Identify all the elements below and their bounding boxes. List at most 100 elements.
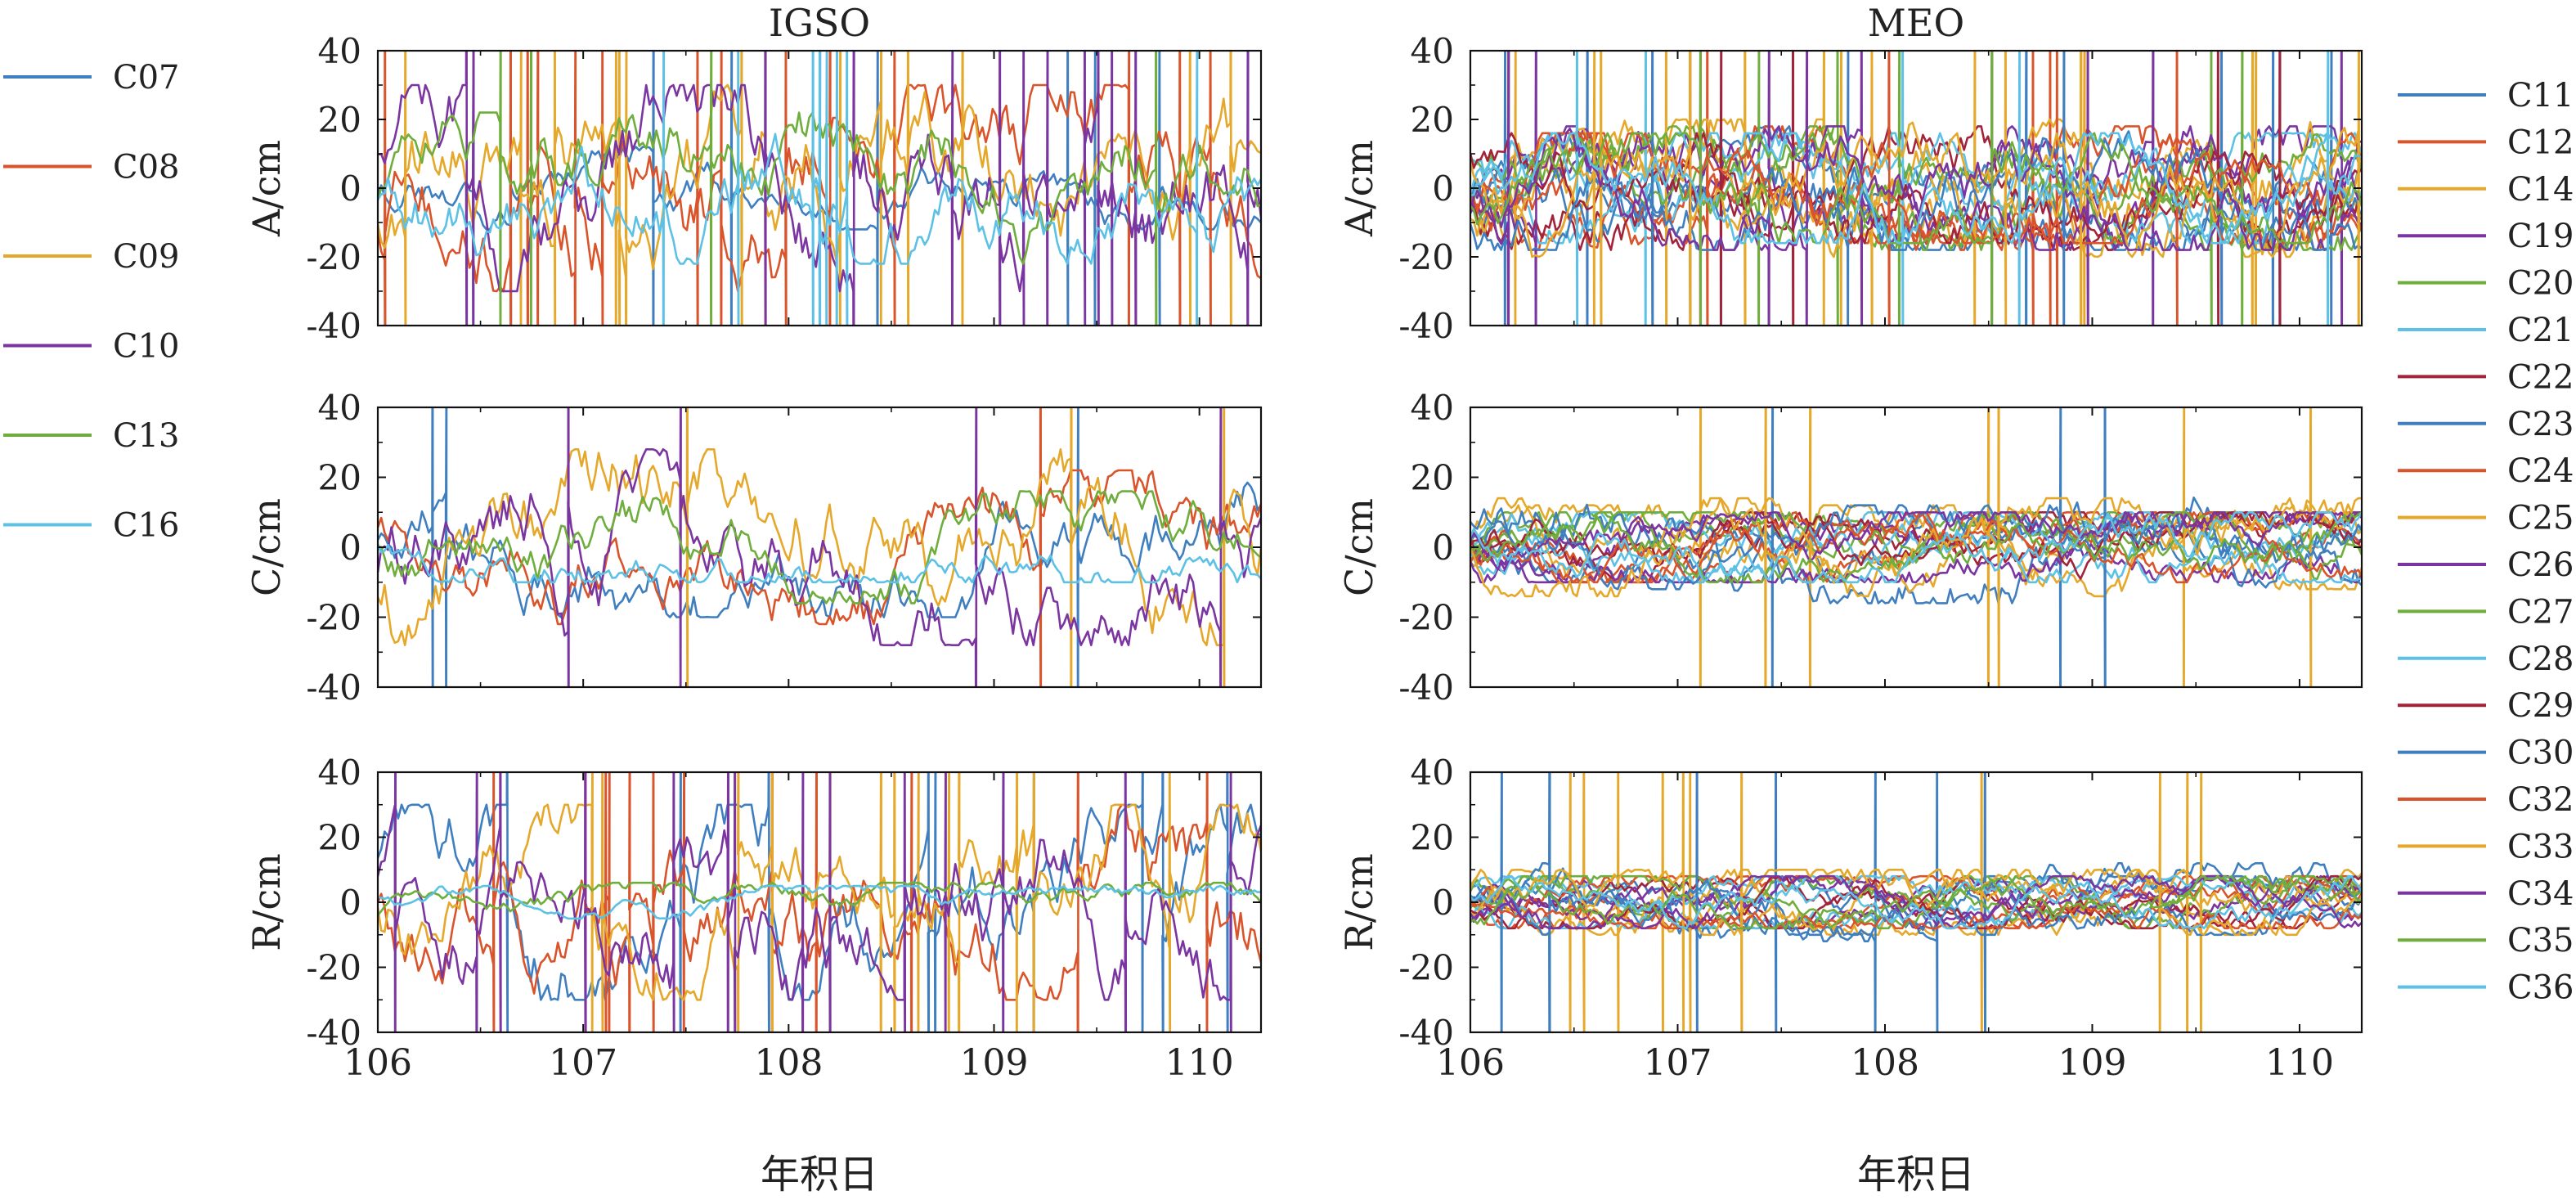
series-line-c32 [1470,902,2362,930]
series-line-c28 [1470,874,2362,930]
panel-igso-c: -40 -20 0 20 40 C/cm [245,388,1263,708]
legend-label-c24: C24 [2507,452,2574,490]
legend-label-c21: C21 [2507,312,2574,349]
plot-frame [376,771,1263,1034]
series-line-c09 [378,407,1261,687]
series-line-c22 [1470,51,2362,326]
series-line-c30 [1470,407,2362,687]
series-line-c36 [1470,511,2362,584]
series-line-c12 [1470,51,2362,326]
legend-label-c11: C11 [2507,77,2574,115]
series-line-c10 [378,407,1261,687]
panel-igso-r: -40 -20 0 20 40 106 107 108 109 110 R/cm 年积日 [245,753,1263,1198]
series-line-c21 [1470,874,2362,930]
series-line-c24 [1470,51,2362,326]
x-tick-label: 109 [959,1042,1028,1084]
panel-meo-r: -40 -20 0 20 40 106 107 108 109 110 R/cm 年积日 [1337,753,2363,1198]
series-line-c08 [378,51,1261,326]
x-tick-label: 107 [1643,1042,1712,1084]
y-axis-label: R/cm [1337,853,1381,951]
y-axis-label: R/cm [245,853,289,951]
series-line-c32 [1470,511,2362,584]
y-tick-label: 20 [318,818,361,858]
y-tick-label: -40 [1398,667,1454,708]
legend-label-c26: C26 [2507,546,2574,584]
y-axis-label: C/cm [1337,498,1381,596]
series-line-c26 [1470,51,2362,326]
legend-label-c27: C27 [2507,593,2574,631]
legend-label-c13: C13 [113,417,180,455]
legend-label-c32: C32 [2507,781,2574,819]
y-tick-label: 40 [318,753,361,793]
legend-label-c30: C30 [2507,735,2574,772]
y-tick-label: 0 [1432,528,1454,568]
panel-igso-a: -40 -20 0 20 40 A/cm IGSO [245,1,1263,346]
series-line-c30 [1470,51,2362,326]
legend-meo: C11 C12 C14 C19 C20 C21 C22 C23 C24 C25 C26 C27 C28 C… [2398,77,2574,1007]
y-tick-label: 40 [1411,388,1454,428]
series-line-c13 [378,490,1261,604]
x-tick-label: 110 [2265,1042,2334,1084]
x-axis-label: 年积日 [1857,1152,1975,1198]
legend-label-c19: C19 [2507,218,2574,255]
series-line-c34 [1470,874,2362,930]
series-line-c29 [1470,51,2362,326]
series-line-c08 [378,772,1261,1032]
y-tick-label: -20 [306,237,361,277]
series-group [378,407,1261,687]
series-line-c08 [378,407,1261,687]
series-group [378,51,1261,326]
series-line-c11 [1470,51,2362,326]
series-line-c25 [1470,51,2362,326]
series-line-c28 [1470,523,2362,584]
y-tick-label: 0 [339,528,361,568]
series-line-c35 [1470,511,2362,584]
series-line-c36 [1470,51,2362,326]
y-tick-label: -20 [1398,598,1454,638]
legend-label-c23: C23 [2507,406,2574,443]
y-tick-label: -40 [306,667,361,708]
y-axis-label: A/cm [245,140,289,237]
series-group [1470,51,2362,326]
series-line-c27 [1470,51,2362,326]
y-axis-label: A/cm [1337,140,1381,237]
y-tick-label: -20 [306,598,361,638]
x-tick-label: 106 [1436,1042,1505,1084]
y-tick-label: 20 [1411,100,1454,140]
legend-label-c10: C10 [113,328,180,366]
series-group [1470,772,2362,1032]
series-line-c34 [1470,511,2362,571]
y-tick-label: -20 [1398,237,1454,277]
legend-igso: C07 C08 C09 C10 C13 C16 [3,59,180,545]
legend-label-c33: C33 [2507,828,2574,865]
legend-label-c07: C07 [113,59,180,97]
x-tick-label: 108 [754,1042,823,1084]
y-tick-label: -40 [1398,1013,1454,1053]
legend-label-c08: C08 [113,149,180,187]
series-line-c13 [378,51,1261,326]
series-line-c10 [378,772,1261,1032]
panel-title: MEO [1868,1,1964,45]
series-line-c36 [1470,874,2362,930]
legend-label-c28: C28 [2507,640,2574,678]
y-tick-label: -40 [306,306,361,346]
series-line-c14 [1470,51,2362,326]
legend-label-c34: C34 [2507,875,2574,913]
y-tick-label: -20 [1398,948,1454,988]
x-tick-label: 109 [2058,1042,2126,1084]
series-line-c16 [378,543,1261,584]
y-tick-label: 20 [1411,818,1454,858]
series-line-c09 [378,51,1261,326]
legend-label-c22: C22 [2507,358,2574,396]
x-tick-label: 108 [1851,1042,1919,1084]
series-line-c23 [1470,51,2362,326]
y-tick-label: 0 [339,883,361,923]
legend-label-c35: C35 [2507,922,2574,960]
y-tick-label: -40 [306,1013,361,1053]
legend-label-c36: C36 [2507,969,2574,1007]
y-tick-label: 20 [1411,458,1454,498]
series-line-c32 [1470,51,2362,326]
y-tick-label: 0 [1432,883,1454,923]
legend-label-c12: C12 [2507,124,2574,161]
